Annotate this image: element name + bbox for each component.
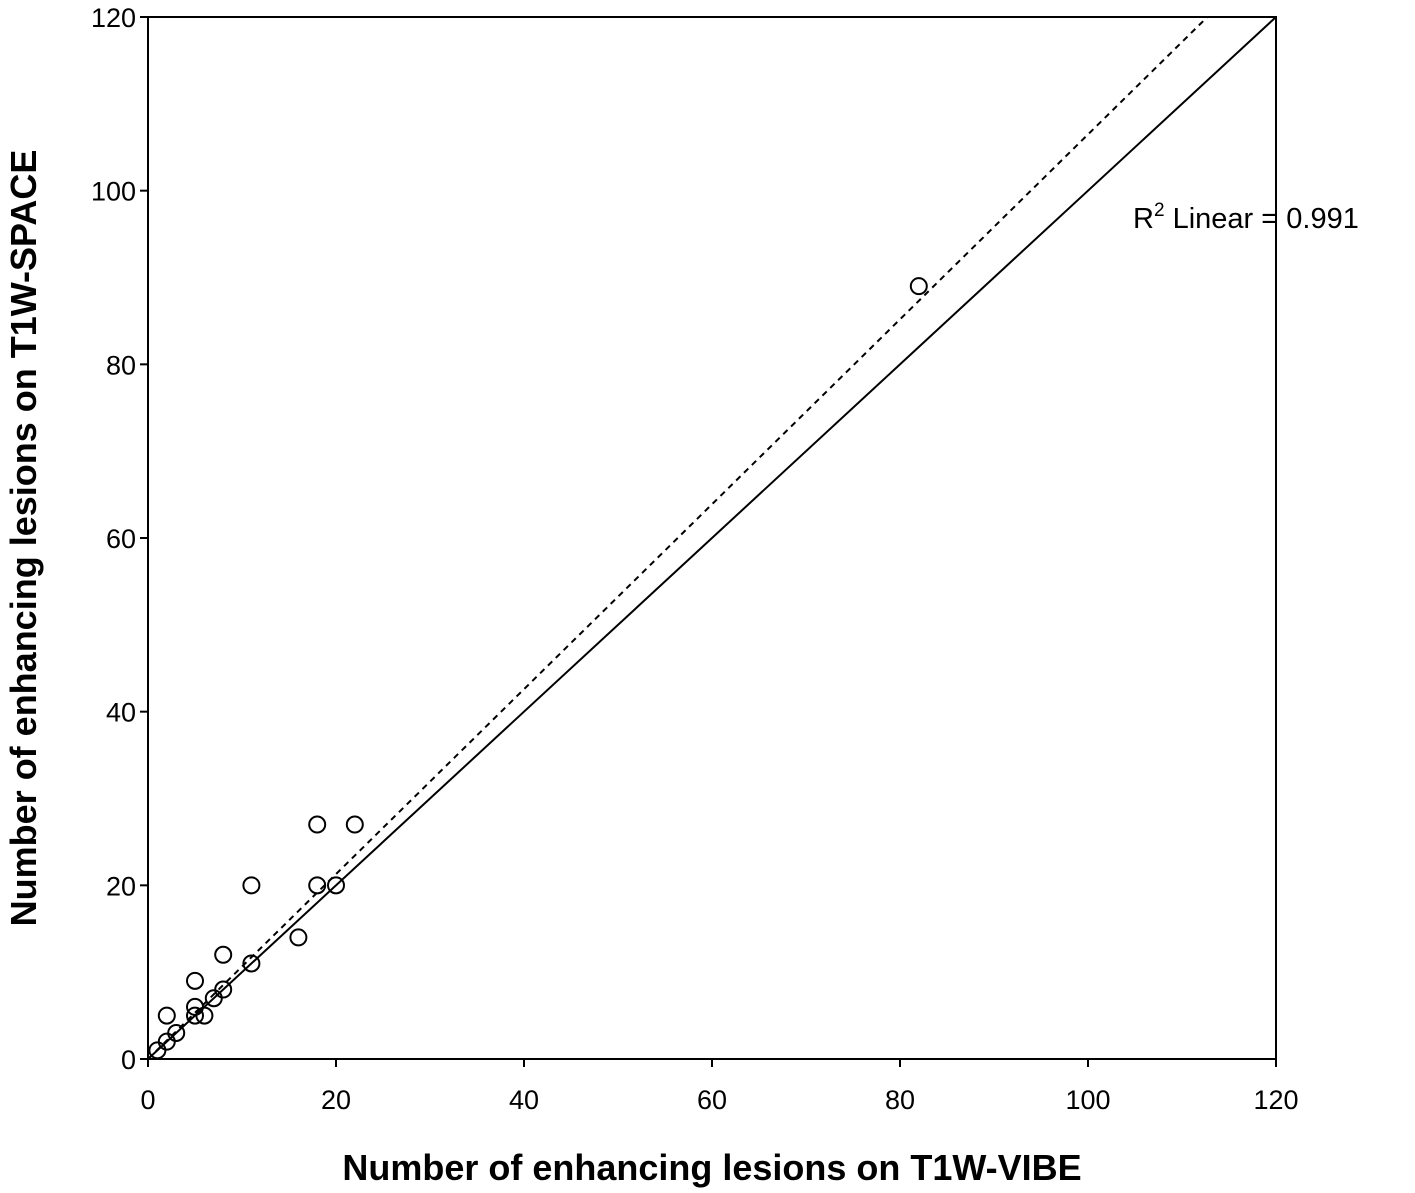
y-tick-label: 40 [106, 698, 136, 728]
r-squared-annotation: R2 Linear = 0.991 [1133, 200, 1359, 235]
x-tick-label: 0 [140, 1085, 155, 1115]
x-tick-label: 100 [1065, 1085, 1110, 1115]
x-axis-ticks: 0 20 40 60 80 100 120 [140, 1059, 1299, 1115]
data-point [308, 815, 327, 834]
x-tick-label: 40 [509, 1085, 539, 1115]
data-point [186, 1006, 204, 1025]
y-tick-label: 20 [106, 871, 136, 901]
y-tick-label: 0 [121, 1045, 136, 1075]
linear-fit-line [147, 16, 1209, 1060]
data-point [157, 1006, 176, 1025]
data-point [167, 1023, 186, 1042]
r-squared-superscript: 2 [1154, 200, 1165, 221]
y-tick-label: 120 [91, 3, 136, 33]
x-axis-title: Number of enhancing lesions on T1W-VIBE [342, 1147, 1081, 1188]
y-axis-ticks: 0 20 40 60 80 100 120 [91, 3, 148, 1075]
data-point [345, 815, 364, 834]
data-point [214, 980, 233, 999]
y-tick-label: 60 [106, 524, 136, 554]
identity-reference-line [147, 16, 1277, 1060]
x-tick-label: 60 [697, 1085, 727, 1115]
y-tick-label: 80 [106, 350, 136, 380]
data-point [186, 971, 204, 990]
data-points [148, 277, 928, 1060]
data-point [242, 876, 261, 895]
data-point [242, 954, 261, 973]
x-tick-label: 120 [1253, 1085, 1298, 1115]
y-axis-title: Number of enhancing lesions on T1W-SPACE [3, 150, 44, 927]
r-squared-prefix: R [1133, 203, 1154, 235]
data-point [327, 876, 345, 895]
r-squared-text: Linear = 0.991 [1165, 203, 1359, 235]
x-tick-label: 20 [321, 1085, 351, 1115]
data-point [195, 1006, 214, 1025]
x-tick-label: 80 [885, 1085, 915, 1115]
data-point [214, 945, 233, 964]
data-point [289, 928, 308, 947]
data-point [909, 277, 928, 296]
data-point [308, 876, 327, 895]
y-tick-label: 100 [91, 177, 136, 207]
